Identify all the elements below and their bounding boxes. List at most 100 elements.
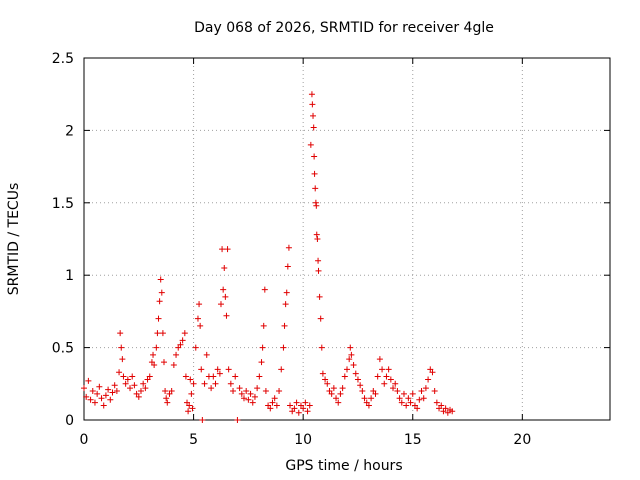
data-point (429, 369, 436, 376)
data-point (287, 402, 294, 409)
data-point (119, 356, 126, 363)
data-point (307, 141, 314, 148)
x-tick-label: 10 (294, 432, 312, 448)
data-point (111, 382, 118, 389)
data-point (346, 356, 353, 363)
data-point (254, 385, 261, 392)
data-point (396, 395, 403, 402)
y-axis-label: SRMTID / TECUs (6, 183, 22, 296)
data-point (182, 373, 189, 380)
data-point (208, 385, 215, 392)
data-point (214, 366, 221, 373)
data-point (341, 373, 348, 380)
data-points (81, 91, 456, 423)
data-point (177, 341, 184, 348)
data-point (247, 390, 254, 397)
data-point (312, 185, 319, 192)
data-point (81, 385, 87, 392)
data-point (407, 399, 414, 406)
data-point (372, 390, 379, 397)
data-point (418, 388, 425, 395)
data-point (314, 236, 321, 242)
data-point (381, 380, 388, 387)
data-point (420, 395, 427, 402)
data-point (102, 392, 109, 399)
data-point (403, 402, 410, 409)
data-point (322, 376, 329, 383)
data-point (179, 337, 186, 344)
data-point (311, 153, 318, 160)
data-point (414, 405, 421, 412)
data-point (313, 202, 320, 209)
data-point (201, 380, 208, 387)
data-point (302, 399, 309, 406)
data-point (217, 301, 224, 308)
data-point (438, 402, 445, 409)
data-point (318, 344, 325, 351)
data-point (339, 385, 346, 392)
x-axis-label: GPS time / hours (285, 458, 402, 474)
data-point (234, 417, 241, 423)
data-point (100, 402, 107, 409)
data-point (258, 359, 265, 366)
data-point (309, 101, 316, 108)
data-point (385, 366, 392, 373)
data-point (124, 376, 131, 383)
data-point (109, 389, 116, 396)
data-point (283, 289, 290, 296)
data-point (94, 390, 101, 397)
data-point (198, 366, 205, 373)
y-tick-labels: 0 0.5 1 1.5 2 2.5 (52, 51, 74, 429)
data-point (224, 246, 231, 253)
data-point (291, 405, 298, 412)
data-point (335, 399, 342, 406)
data-point (374, 373, 381, 380)
axis-ticks (83, 57, 610, 421)
plot-frame (83, 57, 611, 421)
data-point (324, 380, 331, 387)
data-point (199, 417, 206, 423)
data-point (278, 366, 285, 373)
data-point (311, 170, 318, 177)
data-point (181, 330, 188, 337)
data-point (118, 344, 125, 351)
data-point (225, 366, 232, 373)
data-point (295, 409, 302, 416)
data-point (117, 330, 124, 337)
data-point (365, 402, 372, 409)
x-tick-label: 5 (189, 432, 198, 448)
data-point (405, 395, 412, 402)
data-point (347, 344, 354, 351)
data-point (212, 380, 219, 387)
data-point (185, 408, 192, 415)
data-point (210, 373, 217, 380)
data-point (348, 351, 355, 358)
data-point (354, 376, 361, 383)
data-point (140, 380, 147, 387)
chart-title: Day 068 of 2026, SRMTID for receiver 4gl… (194, 20, 494, 36)
data-point (187, 376, 194, 383)
data-point (284, 263, 291, 270)
data-point (164, 399, 171, 406)
data-point (280, 344, 287, 351)
data-point (350, 361, 357, 368)
data-point (194, 315, 201, 322)
data-point (449, 408, 456, 415)
data-point (87, 396, 94, 403)
data-point (344, 366, 350, 373)
data-point (120, 373, 127, 380)
data-point (137, 388, 144, 395)
data-point (245, 396, 252, 403)
data-point (281, 322, 288, 329)
data-point (173, 351, 180, 358)
data-point (394, 388, 401, 395)
data-point (188, 390, 195, 397)
data-point (186, 402, 193, 409)
data-point (276, 388, 283, 395)
data-point (223, 312, 230, 319)
data-point (163, 395, 170, 402)
data-point (368, 395, 375, 402)
data-point (98, 395, 105, 402)
data-point (238, 390, 245, 397)
data-point (398, 399, 405, 406)
